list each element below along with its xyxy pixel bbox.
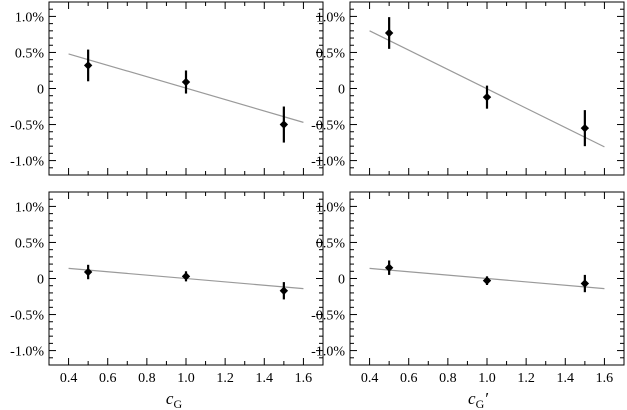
y-tick-label: 0.5% <box>316 236 346 251</box>
data-point <box>580 279 590 288</box>
panel-1: 1.0% 0.5% 0 -0.5% -1.0% <box>10 1 324 176</box>
x-tick-label: 1.0 <box>177 371 195 386</box>
x-tick-label: 1.4 <box>256 371 274 386</box>
data-point <box>279 286 289 295</box>
data-point <box>482 92 492 102</box>
y-tick-label: -1.0% <box>10 345 44 360</box>
y-tick-label: 0.5% <box>316 46 346 61</box>
x-axis-title-left-main: c <box>166 389 174 408</box>
y-tick-label: 0 <box>338 273 345 288</box>
x-tick-label: 0.4 <box>361 371 379 386</box>
panel-4: 1.0% 0.5% 0 -0.5% -1.0% 0.4 0.6 0.8 1.0 1.2 1.4 1.6 <box>311 191 625 386</box>
x-tick-label: 0.4 <box>60 371 78 386</box>
panel-3: 1.0% 0.5% 0 -0.5% -1.0% 0.4 0.6 0.8 1.0 1.2 1.4 1.6 <box>10 191 324 386</box>
x-tick-label: 0.8 <box>138 371 156 386</box>
data-point <box>83 267 93 277</box>
x-tick-label: 1.0 <box>478 371 496 386</box>
data-point <box>482 276 492 285</box>
x-axis-title-right: cG′ <box>468 389 488 410</box>
data-point <box>279 120 289 129</box>
x-axis-title-right-main: c <box>468 389 476 408</box>
y-tick-label: -0.5% <box>311 309 345 324</box>
data-point <box>181 77 191 87</box>
y-tick-label: 1.0% <box>15 200 45 215</box>
data-point <box>580 123 590 133</box>
x-tick-label: 1.2 <box>216 371 234 386</box>
x-tick-label: 0.8 <box>439 371 457 386</box>
x-tick-label: 0.6 <box>99 371 117 386</box>
y-tick-label: -0.5% <box>311 119 345 134</box>
y-tick-label: 0.5% <box>15 236 45 251</box>
data-point <box>384 28 394 38</box>
y-tick-label: -1.0% <box>311 155 345 170</box>
data-point <box>83 61 93 70</box>
y-tick-label: 0.5% <box>15 46 45 61</box>
x-tick-label: 0.6 <box>400 371 418 386</box>
data-point <box>384 263 394 272</box>
x-axis-title-right-prime: ′ <box>484 389 488 408</box>
y-tick-label: 1.0% <box>15 10 45 25</box>
x-axis-title-left-sub: G <box>173 397 182 410</box>
x-axis-title-left: cG <box>166 389 183 410</box>
y-tick-label: 0 <box>338 83 345 98</box>
y-tick-label: -1.0% <box>311 345 345 360</box>
x-tick-label: 1.6 <box>295 371 313 386</box>
y-tick-label: 0 <box>37 273 44 288</box>
x-tick-label: 1.4 <box>557 371 575 386</box>
x-tick-label: 1.6 <box>596 371 614 386</box>
data-point <box>181 272 191 281</box>
y-tick-label: -1.0% <box>10 155 44 170</box>
x-tick-label: 1.2 <box>517 371 535 386</box>
panel-2: 1.0% 0.5% 0 -0.5% -1.0% <box>311 1 625 176</box>
x-axis-title-right-sub: G <box>476 397 485 410</box>
y-tick-label: -0.5% <box>10 309 44 324</box>
y-tick-label: 1.0% <box>316 200 346 215</box>
y-tick-label: 1.0% <box>316 10 346 25</box>
y-tick-label: -0.5% <box>10 119 44 134</box>
y-tick-label: 0 <box>37 83 44 98</box>
